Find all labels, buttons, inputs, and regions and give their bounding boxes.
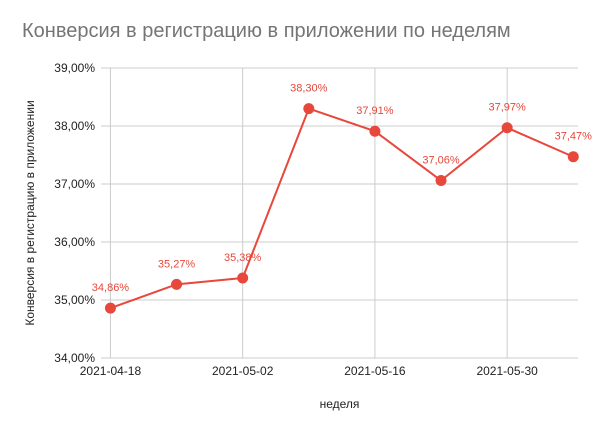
chart-title: Конверсия в регистрацию в приложении по …	[22, 20, 511, 42]
data-label: 38,30%	[290, 83, 328, 95]
data-label: 37,47%	[555, 131, 593, 143]
data-point	[104, 302, 116, 314]
series-layer	[104, 103, 579, 314]
data-label: 37,97%	[489, 102, 527, 114]
x-tick-label: 2021-05-30	[476, 364, 538, 378]
data-point	[435, 175, 447, 187]
y-tick-label: 34,00%	[54, 351, 95, 365]
y-tick-label: 38,00%	[54, 119, 95, 133]
y-tick-label: 39,00%	[54, 61, 95, 75]
data-label: 34,86%	[92, 282, 130, 294]
data-point	[303, 103, 315, 115]
x-tick-label: 2021-05-16	[344, 364, 406, 378]
y-tick-label: 36,00%	[54, 235, 95, 249]
x-tick-label: 2021-04-18	[80, 364, 142, 378]
y-tick-label: 37,00%	[54, 177, 95, 191]
data-point	[501, 122, 513, 134]
data-point	[171, 278, 183, 290]
y-axis-title: Конверсия в регистрацию в приложении	[23, 100, 37, 325]
data-point	[237, 272, 249, 284]
data-point	[567, 151, 579, 163]
data-label: 37,91%	[356, 105, 394, 117]
x-axis-title: неделя	[320, 397, 360, 411]
series-line	[110, 107, 574, 310]
x-tick-label: 2021-05-02	[212, 364, 274, 378]
data-label: 37,06%	[422, 155, 460, 167]
grid-lines	[101, 67, 578, 359]
data-point	[369, 125, 381, 137]
y-tick-label: 35,00%	[54, 293, 95, 307]
data-label: 35,38%	[224, 252, 262, 264]
axis-labels: 34,00% 35,00% 36,00% 37,00% 38,00% 39,00% 2021…	[23, 61, 538, 411]
data-label: 35,27%	[158, 258, 196, 270]
data-labels: 34,86% 35,27% 35,38% 38,30% 37,91% 37,06% 37,9…	[92, 83, 592, 295]
